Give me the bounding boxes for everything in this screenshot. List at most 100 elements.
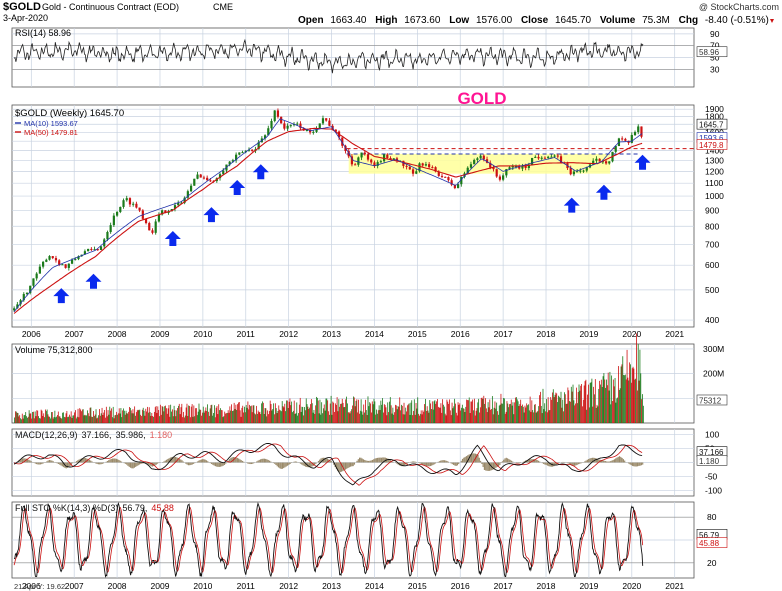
price-candle-body bbox=[527, 164, 530, 169]
volume-bar bbox=[123, 408, 124, 423]
volume-bar bbox=[484, 403, 486, 423]
volume-bar bbox=[424, 404, 426, 423]
volume-bar bbox=[44, 417, 45, 423]
macd-histogram-bar bbox=[250, 462, 253, 465]
volume-bar bbox=[141, 409, 143, 423]
volume-bar bbox=[636, 333, 637, 423]
macd-histogram-bar bbox=[123, 462, 125, 464]
volume-bar bbox=[280, 411, 282, 423]
macd-histogram-bar bbox=[262, 458, 264, 463]
volume-bar bbox=[191, 404, 193, 423]
volume-bar bbox=[455, 412, 457, 423]
volume-bar bbox=[205, 407, 207, 423]
macd-histogram-bar bbox=[447, 461, 449, 463]
macd-histogram-bar bbox=[276, 462, 278, 467]
macd-histogram-bar bbox=[505, 457, 507, 463]
volume-bar bbox=[561, 407, 563, 423]
volume-bar bbox=[62, 412, 63, 423]
ohlc-close-value: 1645.70 bbox=[555, 15, 592, 26]
volume-bar bbox=[451, 402, 453, 423]
volume-bar bbox=[211, 404, 213, 423]
macd-histogram-bar bbox=[288, 462, 290, 465]
volume-bar bbox=[468, 397, 470, 423]
rsi-series-line bbox=[13, 38, 644, 74]
volume-bar bbox=[109, 406, 111, 423]
macd-histogram-bar bbox=[77, 460, 79, 463]
volume-bar bbox=[563, 411, 564, 423]
volume-bar bbox=[385, 407, 387, 423]
macd-histogram-bar bbox=[545, 462, 547, 465]
macd-histogram-bar bbox=[313, 462, 316, 466]
volume-bar bbox=[196, 415, 198, 423]
macd-histogram-bar bbox=[352, 462, 354, 467]
volume-bar bbox=[618, 366, 619, 423]
price-candle-body bbox=[485, 159, 489, 163]
volume-bar bbox=[87, 413, 89, 423]
ohlc-high-label: High bbox=[375, 15, 397, 26]
macd-histogram-bar bbox=[558, 462, 560, 464]
price-candle-body bbox=[453, 184, 456, 189]
volume-bar bbox=[412, 415, 413, 423]
macd-histogram-bar bbox=[113, 458, 115, 463]
macd-histogram-bar bbox=[265, 458, 267, 463]
macd-histogram-bar bbox=[156, 462, 159, 464]
volume-bar bbox=[423, 411, 425, 423]
macd-histogram-bar bbox=[523, 461, 525, 463]
macd-histogram-bar bbox=[633, 462, 635, 467]
volume-bar bbox=[642, 394, 643, 423]
sto-legend: Full STO %K(14,3) %D(3) 56.79, 45.88 bbox=[15, 503, 174, 513]
volume-bar bbox=[471, 401, 473, 423]
volume-bar bbox=[219, 410, 220, 423]
volume-bar bbox=[301, 406, 303, 423]
macd-histogram-bar bbox=[602, 460, 604, 463]
macd-histogram-bar bbox=[30, 461, 33, 463]
volume-bar bbox=[67, 417, 69, 423]
price-tick-label: 800 bbox=[705, 221, 719, 231]
macd-histogram-bar bbox=[477, 454, 479, 463]
macd-histogram-bar bbox=[141, 462, 143, 464]
volume-bar bbox=[266, 416, 268, 423]
volume-bar bbox=[538, 406, 540, 423]
macd-histogram-bar bbox=[223, 462, 226, 465]
price-candle-body bbox=[637, 126, 640, 133]
volume-bar bbox=[256, 405, 257, 423]
volume-bar bbox=[45, 409, 46, 423]
sto-tick-label: 20 bbox=[707, 558, 717, 568]
macd-histogram-bar bbox=[530, 459, 532, 463]
volume-bar bbox=[54, 410, 56, 423]
volume-bar bbox=[129, 406, 130, 423]
volume-bar bbox=[285, 411, 287, 423]
price-candle-body bbox=[434, 167, 437, 172]
macd-histogram-bar bbox=[384, 457, 386, 463]
macd-histogram-bar bbox=[600, 460, 603, 463]
volume-bar bbox=[135, 412, 137, 423]
volume-bar bbox=[190, 406, 192, 423]
macd-histogram-bar bbox=[198, 460, 200, 463]
volume-bar bbox=[255, 414, 257, 423]
price-candle-body bbox=[148, 223, 151, 231]
volume-bar bbox=[414, 414, 416, 423]
volume-bar bbox=[172, 416, 174, 423]
volume-bar bbox=[244, 412, 246, 423]
volume-bar bbox=[481, 397, 483, 423]
volume-bar bbox=[446, 399, 448, 423]
volume-bar bbox=[555, 392, 557, 423]
macd-histogram-bar bbox=[584, 461, 586, 463]
volume-bar bbox=[630, 382, 632, 423]
price-candle-body bbox=[209, 180, 212, 182]
volume-bar bbox=[330, 395, 332, 423]
volume-bar bbox=[419, 415, 420, 423]
ma10-line bbox=[13, 118, 643, 313]
volume-bar bbox=[347, 412, 349, 423]
volume-bar bbox=[394, 412, 395, 423]
volume-bar bbox=[336, 397, 338, 423]
price-candle-body bbox=[505, 169, 508, 176]
price-candle-body bbox=[469, 164, 473, 168]
volume-bar bbox=[594, 394, 595, 423]
volume-bar bbox=[619, 388, 621, 423]
volume-bar bbox=[46, 409, 48, 423]
macd-histogram-bar bbox=[389, 460, 392, 463]
volume-bar bbox=[193, 405, 195, 423]
macd-histogram-bar bbox=[597, 459, 599, 463]
volume-bar bbox=[40, 409, 42, 423]
